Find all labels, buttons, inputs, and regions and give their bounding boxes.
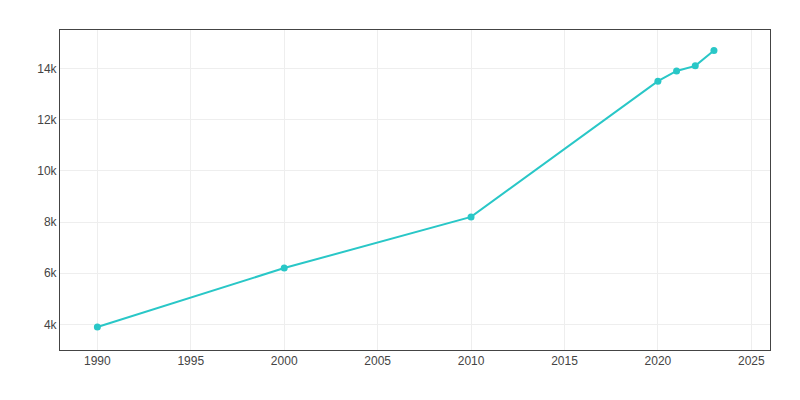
svg-text:1990: 1990 <box>84 354 111 368</box>
svg-text:6k: 6k <box>44 266 58 280</box>
svg-text:10k: 10k <box>37 164 57 178</box>
svg-text:2020: 2020 <box>645 354 672 368</box>
svg-text:4k: 4k <box>44 318 58 332</box>
svg-text:2005: 2005 <box>364 354 391 368</box>
svg-text:8k: 8k <box>44 215 58 229</box>
svg-text:2010: 2010 <box>458 354 485 368</box>
svg-text:2025: 2025 <box>738 354 765 368</box>
svg-text:12k: 12k <box>37 113 57 127</box>
svg-text:2015: 2015 <box>551 354 578 368</box>
svg-text:2000: 2000 <box>271 354 298 368</box>
svg-text:1995: 1995 <box>177 354 204 368</box>
svg-text:14k: 14k <box>37 62 57 76</box>
